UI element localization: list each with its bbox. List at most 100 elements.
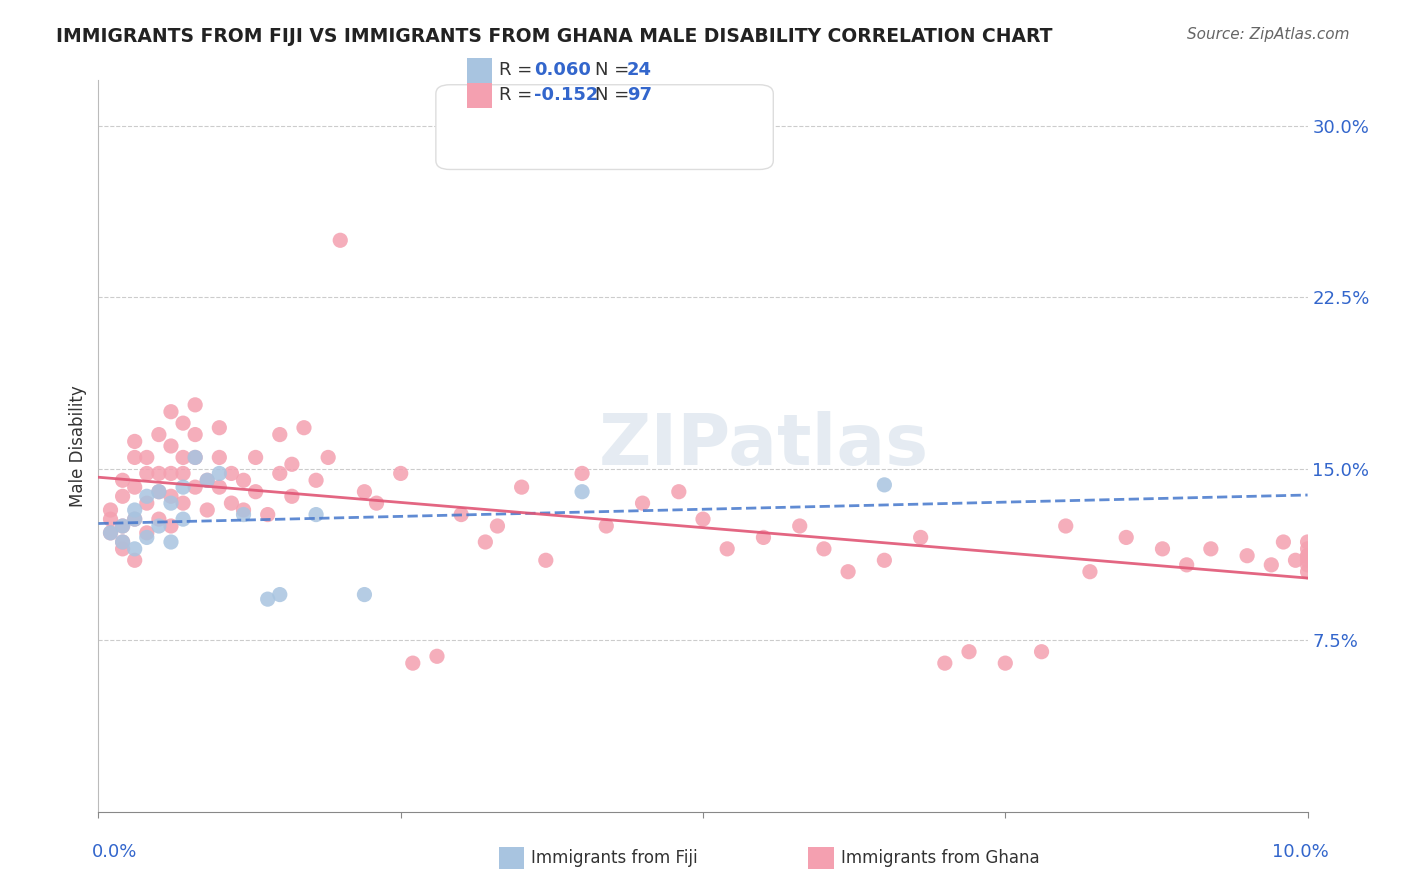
Point (1175, 558, 1198, 572)
Point (789, 519, 811, 533)
Point (184, 450, 207, 465)
Point (221, 496, 243, 510)
Point (571, 484, 593, 499)
Text: R =: R = (499, 87, 538, 104)
Point (1296, 541, 1319, 556)
Point (160, 467, 183, 481)
Point (1152, 541, 1174, 556)
Point (752, 530, 775, 544)
Point (124, 503, 146, 517)
Point (269, 588, 291, 602)
Point (402, 656, 425, 670)
Point (232, 508, 254, 522)
Point (148, 519, 170, 533)
Point (160, 405, 183, 419)
Point (135, 525, 157, 540)
Text: N =: N = (595, 87, 634, 104)
Point (716, 541, 738, 556)
Point (837, 565, 859, 579)
Point (172, 480, 194, 494)
Point (172, 450, 194, 465)
Text: Source: ZipAtlas.com: Source: ZipAtlas.com (1187, 27, 1350, 42)
Point (571, 467, 593, 481)
Text: 97: 97 (627, 87, 652, 104)
Text: 0.0%: 0.0% (91, 843, 136, 861)
Point (160, 496, 183, 510)
Point (934, 656, 956, 670)
Point (195, 503, 218, 517)
Point (873, 478, 896, 492)
Point (269, 427, 291, 442)
Point (245, 450, 267, 465)
Point (1296, 549, 1319, 563)
Point (124, 480, 146, 494)
Point (910, 530, 932, 544)
Point (426, 649, 449, 664)
Point (486, 519, 509, 533)
Point (631, 496, 654, 510)
Point (160, 535, 183, 549)
Point (124, 512, 146, 526)
Point (1296, 549, 1319, 563)
Point (160, 439, 183, 453)
Point (111, 535, 134, 549)
Point (595, 519, 617, 533)
Point (232, 503, 254, 517)
Point (1115, 530, 1137, 544)
Text: N =: N = (595, 62, 634, 79)
Point (245, 484, 267, 499)
Point (135, 467, 157, 481)
Point (1199, 541, 1222, 556)
Point (1296, 535, 1319, 549)
Point (195, 473, 218, 487)
Point (184, 427, 207, 442)
Point (135, 450, 157, 465)
Point (1272, 535, 1295, 549)
Point (135, 530, 157, 544)
Point (100, 503, 122, 517)
Point (232, 473, 254, 487)
Point (281, 458, 304, 472)
Point (148, 484, 170, 499)
Point (474, 535, 496, 549)
Point (292, 421, 315, 435)
Point (1284, 553, 1306, 567)
Point (208, 450, 231, 465)
Point (329, 233, 352, 247)
Point (195, 473, 218, 487)
Point (160, 519, 183, 533)
Point (135, 496, 157, 510)
Point (221, 467, 243, 481)
Point (269, 467, 291, 481)
Point (957, 645, 980, 659)
Point (1260, 558, 1282, 572)
Point (534, 553, 557, 567)
Point (184, 480, 207, 494)
Point (124, 553, 146, 567)
Point (111, 519, 134, 533)
Point (1296, 565, 1319, 579)
Text: -0.152: -0.152 (534, 87, 599, 104)
Point (184, 450, 207, 465)
Text: ZIPatlas: ZIPatlas (599, 411, 928, 481)
Point (1236, 549, 1258, 563)
Point (305, 508, 328, 522)
Point (148, 512, 170, 526)
Text: 10.0%: 10.0% (1272, 843, 1329, 861)
Point (994, 656, 1017, 670)
Y-axis label: Male Disability: Male Disability (69, 385, 87, 507)
Point (184, 398, 207, 412)
Point (1054, 519, 1077, 533)
Point (208, 467, 231, 481)
Point (111, 541, 134, 556)
Point (305, 473, 328, 487)
Point (813, 541, 835, 556)
Point (208, 421, 231, 435)
Point (1078, 565, 1101, 579)
Text: R =: R = (499, 62, 538, 79)
Text: IMMIGRANTS FROM FIJI VS IMMIGRANTS FROM GHANA MALE DISABILITY CORRELATION CHART: IMMIGRANTS FROM FIJI VS IMMIGRANTS FROM … (56, 27, 1053, 45)
Point (510, 480, 533, 494)
Text: 24: 24 (627, 62, 652, 79)
Point (353, 484, 375, 499)
Text: 0.060: 0.060 (534, 62, 591, 79)
